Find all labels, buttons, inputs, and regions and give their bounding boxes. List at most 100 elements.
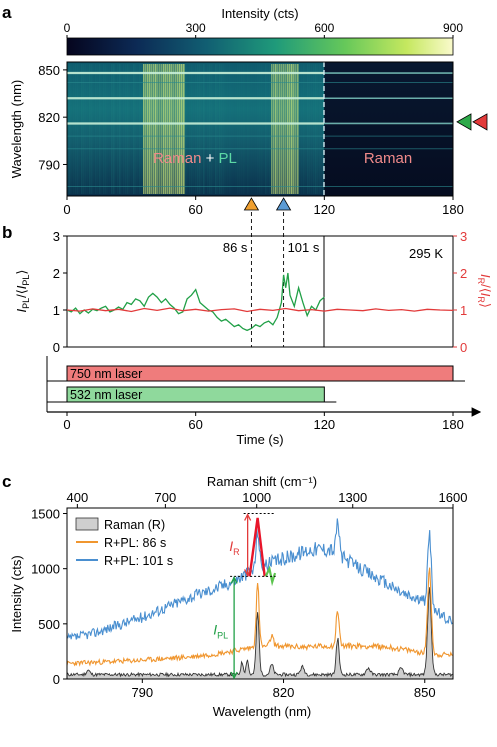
heatmap-streak [115, 64, 117, 194]
heatmap-streak [301, 64, 303, 194]
plot-frame-b [66, 235, 454, 348]
heatmap-streak [253, 64, 255, 194]
heatmap-streak [279, 64, 281, 194]
x-tick-label-c: 820 [273, 685, 295, 700]
heatmap-streak [251, 64, 253, 194]
heatmap-streak [69, 64, 71, 194]
heatmap-streak [89, 64, 91, 194]
x2-tick-label-c: 1300 [338, 490, 367, 505]
ylabel-right-i: I [478, 274, 493, 278]
heatmap-streak [85, 64, 87, 194]
ipl-label-sub: PL [217, 630, 228, 640]
heatmap-streak [207, 64, 209, 194]
heatmap-streak [259, 64, 261, 194]
heatmap-streak [151, 64, 153, 194]
heatmap-streak [199, 64, 201, 194]
heatmap-streak [145, 64, 147, 194]
heatmap-streak [309, 64, 311, 194]
plot-frame-c [66, 507, 454, 680]
ylabel-left-sub: PL [21, 298, 31, 309]
heatmap-streak [271, 64, 273, 194]
time-marker-triangle [243, 197, 260, 211]
heatmap-frame [66, 61, 454, 197]
x-ticks-c: 790 820 850 [131, 679, 436, 700]
ipl-arrow-head-bottom [230, 671, 238, 680]
y-tick-label-a: 820 [38, 110, 60, 125]
heatmap-streak [167, 64, 169, 194]
laser-step-left [47, 366, 68, 382]
heatmap-streak [77, 64, 79, 194]
laser-step-left [47, 387, 68, 403]
heatmap-streak [187, 64, 189, 194]
heatmap-streak [97, 64, 99, 194]
heatmap-streak [87, 64, 89, 194]
spectrum-line [66, 567, 453, 667]
raman-line [66, 587, 453, 678]
heatmap-streak [177, 64, 179, 194]
ipl-arrow-head-top [230, 575, 238, 584]
heatmap-streak [93, 64, 95, 194]
y-axis-label-a: Wavelength (nm) [9, 80, 24, 179]
heatmap-streak [311, 64, 313, 194]
ylabel-left-i2: I [14, 285, 29, 289]
x2-tick-label-c: 1000 [242, 490, 271, 505]
heatmap-streak [287, 64, 289, 194]
y-tick-label-c: 500 [38, 617, 60, 632]
heatmap-streak [233, 64, 235, 194]
temperature-label: 295 K [409, 246, 443, 261]
heatmap-streak [267, 64, 269, 194]
colorbar [66, 37, 454, 56]
heatmap-streak [73, 64, 75, 194]
heatmap-streak [203, 64, 205, 194]
heatmap-lines [67, 71, 453, 188]
heatmap-streak [133, 64, 135, 194]
heatmap-streak [315, 64, 317, 194]
series-line-raman [66, 307, 454, 313]
x2-ticks-c: 400 700 1000 1300 1600 [67, 490, 467, 508]
heatmap-streak [171, 64, 173, 194]
colorbar-tick-label: 300 [186, 21, 206, 35]
heatmap-streak [109, 64, 111, 194]
heatmap-streak [227, 64, 229, 194]
heatmap-streak [303, 64, 305, 194]
series-c [66, 517, 453, 679]
heatmap-streak [193, 64, 195, 194]
heatmap-streak [225, 64, 227, 194]
series-line-pl [66, 272, 325, 332]
x2-tick-label-c: 400 [67, 490, 89, 505]
x-tick-label-a: 180 [442, 202, 464, 217]
heatmap-streak [173, 64, 175, 194]
heatmap-streak [67, 64, 69, 194]
heatmap-streak [181, 64, 183, 194]
side-marker-green [456, 113, 472, 131]
heatmap-streak [195, 64, 197, 194]
heatmap-streak [161, 64, 163, 194]
x-tick-label-c: 790 [131, 685, 153, 700]
heatmap-streak [105, 64, 107, 194]
heatmap-streak [79, 64, 81, 194]
heatmap-streak [155, 64, 157, 194]
heatmap-streak [143, 64, 145, 194]
heatmap-streak [149, 64, 151, 194]
time-annotations-b: 86 s 101 s [223, 212, 320, 347]
heatmap-streak [185, 64, 187, 194]
legend-label: R+PL: 101 s [104, 554, 173, 568]
ylabel-right-sub: R [476, 278, 486, 285]
heatmap-streak [249, 64, 251, 194]
region-label-raman-pl: Raman + PL [153, 150, 237, 167]
time-markers-a [243, 197, 292, 211]
heatmap-streak [255, 64, 257, 194]
x-tick-label-a: 0 [63, 202, 70, 217]
heatmap-streak [291, 64, 293, 194]
legend-label: Raman (R) [104, 518, 165, 532]
x-tick-label-a: 60 [188, 202, 202, 217]
ylabel-right-i2: I [478, 293, 493, 297]
laser-timeline: 750 nm laser 532 nm laser [46, 356, 465, 412]
heatmap-streak [135, 64, 137, 194]
series-b [66, 272, 454, 332]
heatmap-streak [99, 64, 101, 194]
time-marker-triangle [275, 197, 292, 211]
ylabel-left-mid: /⟨ [14, 289, 29, 298]
colorbar-tick-label: 600 [314, 21, 334, 35]
